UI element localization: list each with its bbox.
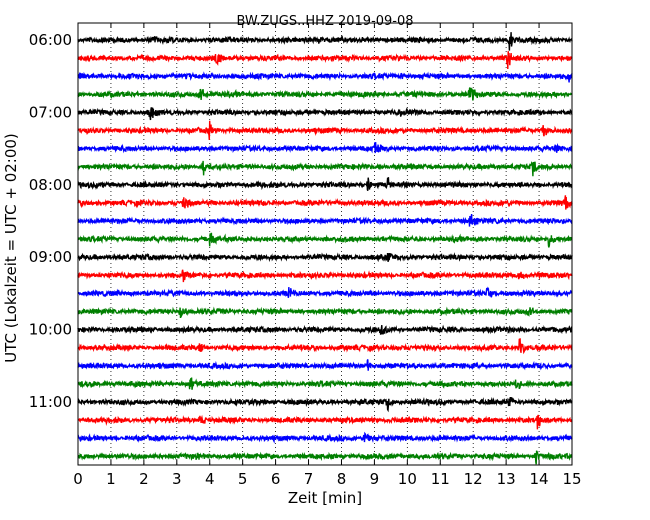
x-tick-label: 2 <box>139 470 149 488</box>
trace-row-19 <box>77 377 573 390</box>
trace-row-1 <box>77 51 573 70</box>
trace-row-13 <box>77 269 573 283</box>
y-axis-label: UTC (Lokalzeit = UTC + 02:00) <box>2 133 20 363</box>
trace-rows <box>77 32 573 465</box>
x-tick-label: 8 <box>337 470 347 488</box>
vertical-grid <box>110 23 540 465</box>
x-tick-label: 12 <box>464 470 483 488</box>
y-axis-ticks: 06:00 07:00 08:00 09:00 10:00 11:00 <box>29 31 572 411</box>
y-tick-label: 09:00 <box>29 248 72 266</box>
trace-row-22 <box>77 431 573 444</box>
trace-row-5 <box>77 120 573 140</box>
plot-frame <box>77 22 573 466</box>
trace-row-16 <box>77 324 573 335</box>
x-tick-label: 7 <box>304 470 314 488</box>
x-tick-label: 0 <box>73 470 83 488</box>
trace-row-10 <box>77 213 573 227</box>
trace-row-4 <box>77 107 573 121</box>
x-tick-label: 14 <box>530 470 549 488</box>
y-tick-label: 06:00 <box>29 31 72 49</box>
x-axis-ticks: 0 1 2 3 4 5 6 7 8 9 10 11 12 13 14 15 <box>73 23 582 488</box>
trace-row-6 <box>77 142 573 154</box>
x-tick-label: 4 <box>205 470 215 488</box>
y-tick-label: 11:00 <box>29 393 72 411</box>
x-tick-label: 9 <box>370 470 380 488</box>
trace-row-3 <box>77 87 573 101</box>
x-tick-label: 15 <box>562 470 581 488</box>
trace-row-21 <box>77 414 573 430</box>
x-tick-label: 3 <box>172 470 182 488</box>
trace-row-20 <box>77 396 573 413</box>
x-tick-label: 5 <box>238 470 248 488</box>
trace-row-17 <box>77 338 573 355</box>
x-tick-label: 6 <box>271 470 281 488</box>
y-tick-label: 07:00 <box>29 103 72 121</box>
trace-row-11 <box>77 232 573 248</box>
trace-row-0 <box>77 32 573 51</box>
y-tick-label: 10:00 <box>29 321 72 339</box>
x-tick-label: 13 <box>497 470 516 488</box>
trace-row-23 <box>77 450 573 465</box>
y-tick-label: 08:00 <box>29 176 72 194</box>
trace-row-8 <box>77 177 573 191</box>
x-tick-label: 11 <box>431 470 450 488</box>
trace-row-14 <box>77 286 573 298</box>
trace-row-2 <box>77 71 573 83</box>
trace-row-18 <box>77 359 573 371</box>
x-tick-label: 10 <box>398 470 417 488</box>
trace-row-9 <box>77 195 573 210</box>
trace-row-15 <box>77 306 573 319</box>
trace-row-7 <box>77 160 573 177</box>
x-axis-label: Zeit [min] <box>288 489 362 507</box>
chart-title: BW.ZUGS..HHZ 2019-09-08 <box>236 14 413 29</box>
x-tick-label: 1 <box>106 470 116 488</box>
trace-row-12 <box>77 252 573 263</box>
